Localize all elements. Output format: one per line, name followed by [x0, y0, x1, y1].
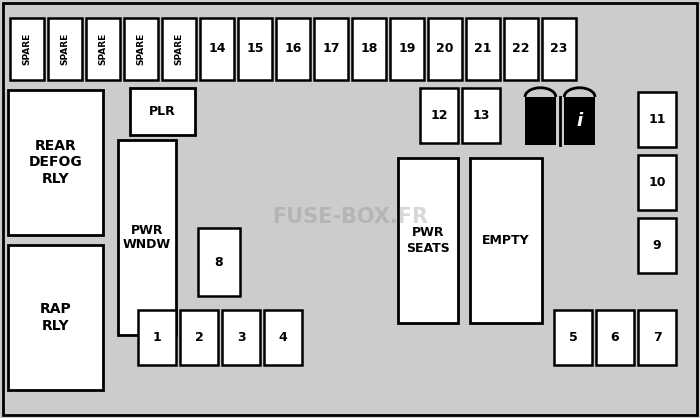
Bar	[200, 18, 234, 80]
Bar	[390, 18, 424, 80]
Bar	[462, 88, 500, 143]
Text: 19: 19	[398, 43, 416, 56]
Bar	[118, 140, 176, 335]
Text: i: i	[577, 112, 582, 130]
Bar	[48, 18, 82, 80]
Text: 20: 20	[436, 43, 454, 56]
Bar	[596, 310, 634, 365]
Text: 15: 15	[246, 43, 264, 56]
Bar	[564, 97, 595, 145]
Bar	[554, 310, 592, 365]
Bar	[314, 18, 348, 80]
Text: 13: 13	[473, 109, 490, 122]
Text: 11: 11	[648, 113, 666, 126]
Bar	[398, 158, 458, 323]
Bar	[525, 97, 556, 145]
Text: 17: 17	[322, 43, 340, 56]
Bar	[180, 310, 218, 365]
Text: SPARE: SPARE	[174, 33, 183, 65]
Text: 8: 8	[215, 255, 223, 268]
Text: SPARE: SPARE	[22, 33, 32, 65]
Text: 6: 6	[610, 331, 620, 344]
Text: FUSE-BOX.FR: FUSE-BOX.FR	[272, 207, 428, 227]
Text: 3: 3	[237, 331, 245, 344]
Text: PLR: PLR	[149, 105, 176, 118]
Bar	[198, 228, 240, 296]
Bar	[10, 18, 44, 80]
Text: 14: 14	[209, 43, 225, 56]
Text: REAR
DEFOG
RLY: REAR DEFOG RLY	[29, 139, 83, 186]
Bar	[638, 310, 676, 365]
Bar	[86, 18, 120, 80]
Bar	[130, 88, 195, 135]
Text: 1: 1	[153, 331, 162, 344]
Bar	[352, 18, 386, 80]
Bar	[238, 18, 272, 80]
Bar	[420, 88, 458, 143]
Text: EMPTY: EMPTY	[482, 234, 530, 247]
Text: SPARE: SPARE	[99, 33, 108, 65]
Text: 12: 12	[430, 109, 448, 122]
Bar	[138, 310, 176, 365]
Text: 16: 16	[284, 43, 302, 56]
Text: SPARE: SPARE	[136, 33, 146, 65]
Text: 5: 5	[568, 331, 578, 344]
Text: 9: 9	[652, 239, 662, 252]
Text: 2: 2	[195, 331, 204, 344]
Text: 22: 22	[512, 43, 530, 56]
Bar	[8, 90, 103, 235]
Text: SPARE: SPARE	[60, 33, 69, 65]
Bar	[542, 18, 576, 80]
Bar	[638, 218, 676, 273]
Bar	[124, 18, 158, 80]
Bar	[638, 155, 676, 210]
Bar	[638, 92, 676, 147]
Bar	[8, 245, 103, 390]
Text: 21: 21	[475, 43, 491, 56]
Text: RAP
RLY: RAP RLY	[40, 302, 71, 333]
Bar	[428, 18, 462, 80]
Text: 18: 18	[360, 43, 378, 56]
Bar	[276, 18, 310, 80]
Text: 23: 23	[550, 43, 568, 56]
Bar	[222, 310, 260, 365]
Text: PWR
SEATS: PWR SEATS	[406, 227, 450, 255]
Text: PWR
WNDW: PWR WNDW	[123, 224, 171, 252]
Bar	[264, 310, 302, 365]
Bar	[504, 18, 538, 80]
Bar	[162, 18, 196, 80]
Bar	[470, 158, 542, 323]
Text: 4: 4	[279, 331, 288, 344]
Text: 7: 7	[652, 331, 662, 344]
Text: 10: 10	[648, 176, 666, 189]
Bar	[466, 18, 500, 80]
